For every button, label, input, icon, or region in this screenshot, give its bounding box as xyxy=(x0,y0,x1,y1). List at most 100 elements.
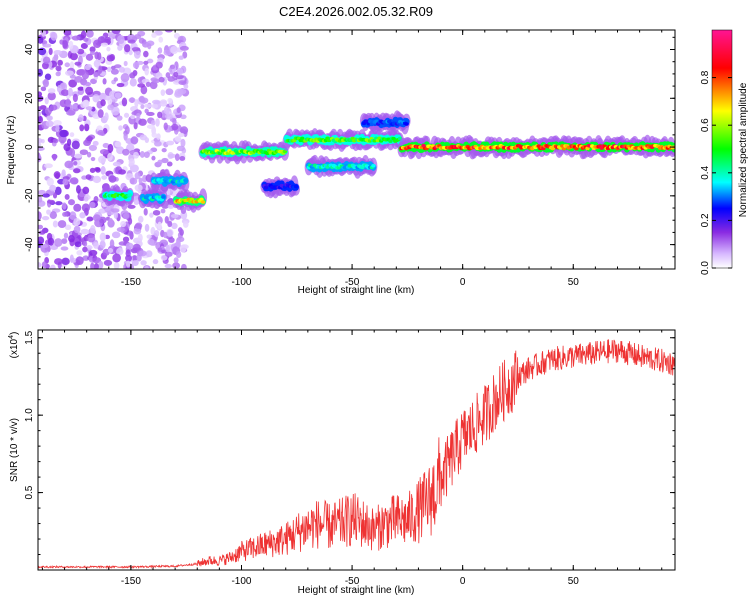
colorbar-tick-label: 0.8 xyxy=(700,70,711,84)
spectrogram-cell xyxy=(86,30,94,38)
spectrogram-cell xyxy=(116,227,125,233)
spectrogram-cell xyxy=(76,48,85,55)
spectrogram-cell xyxy=(102,142,110,149)
spectrogram-cell xyxy=(165,140,175,146)
spectrogram-cell xyxy=(182,220,189,228)
spectrogram-cell xyxy=(85,86,94,95)
spectrogram-cell xyxy=(165,88,174,96)
spectrogram-cell xyxy=(88,144,98,152)
x-tick-label: 50 xyxy=(568,277,580,288)
spectrogram-cell xyxy=(44,97,49,105)
spectrogram-cell xyxy=(92,214,101,222)
spectrogram-cell xyxy=(68,199,76,206)
spectrogram-cell xyxy=(99,208,105,214)
spectrogram-cell xyxy=(161,147,167,153)
spectrogram-cell xyxy=(155,61,163,69)
spectrogram-cell xyxy=(89,51,96,56)
spectrogram-cell xyxy=(38,211,42,221)
spectrogram-cell xyxy=(104,234,110,240)
spectrogram-cell xyxy=(54,186,62,196)
spectrogram-cell xyxy=(133,200,140,206)
spectrogram-cell xyxy=(41,216,50,221)
spectrogram-cell xyxy=(82,81,92,87)
x-tick-label: -50 xyxy=(345,576,360,587)
spectrogram-cell xyxy=(147,43,152,50)
spectrogram-cell xyxy=(144,103,152,108)
spectrogram-cell xyxy=(108,217,114,225)
spectrogram-cell xyxy=(73,153,83,159)
spectrogram-cell xyxy=(176,107,181,114)
spectrogram-cell xyxy=(368,119,373,124)
spectrogram-cell xyxy=(38,146,45,151)
spectrogram-cell xyxy=(161,157,169,164)
spectrogram-image xyxy=(38,30,675,269)
spectrogram-cell xyxy=(114,64,122,69)
snr-y-multiplier: (x104) xyxy=(8,332,20,359)
spectrogram-cell xyxy=(44,163,53,169)
spectrogram-cell xyxy=(125,242,134,249)
spectrogram-cell xyxy=(61,169,66,177)
spectrogram-cell xyxy=(167,153,177,158)
spectrogram-cell xyxy=(97,129,105,136)
spectrogram-cell xyxy=(112,161,122,167)
spectrogram-cell xyxy=(93,262,99,269)
spectrogram-cell xyxy=(94,51,100,60)
x-tick-label: 50 xyxy=(568,576,580,587)
spectrogram-cell xyxy=(125,254,133,262)
spectrogram-cell xyxy=(130,114,136,120)
spectrogram-cell xyxy=(99,240,106,249)
spectrogram-cell xyxy=(92,140,99,146)
spectrogram-cell xyxy=(164,30,173,33)
spectrogram-cell xyxy=(137,83,146,88)
spectrogram-cell xyxy=(68,234,75,243)
spectrogram-cell xyxy=(79,124,85,132)
spectrogram-cell xyxy=(93,71,99,78)
spectrogram-cell xyxy=(38,142,42,147)
y-tick-label: 40 xyxy=(24,44,35,56)
y-tick-label: -20 xyxy=(24,188,35,203)
spectrogram-cell xyxy=(124,125,130,135)
spectrogram-cell xyxy=(157,111,163,119)
spectrogram-cell xyxy=(144,265,149,269)
spectrogram-cell xyxy=(181,263,187,269)
spectrogram-cell xyxy=(107,104,114,111)
spectrogram-cell xyxy=(128,97,136,103)
spectrogram-cell xyxy=(159,100,168,107)
spectrogram-cell xyxy=(178,132,185,138)
spectrogram-cell xyxy=(87,234,96,243)
spectrogram-cell xyxy=(98,155,107,164)
spectrogram-cell xyxy=(106,54,115,62)
figure-title: C2E4.2026.002.05.32.R09 xyxy=(279,4,433,19)
spectrogram-cell xyxy=(173,71,179,78)
spectrogram-cell xyxy=(92,175,102,184)
spectrogram-cell xyxy=(146,234,152,239)
spectrogram-cell xyxy=(63,232,69,239)
snr-series-line xyxy=(38,339,675,570)
snr-x-label: Height of straight line (km) xyxy=(298,585,415,596)
spectrogram-cell xyxy=(67,87,73,97)
spectrogram-cell xyxy=(79,149,89,156)
spectrogram-cell xyxy=(110,208,120,213)
spectrogram-cell xyxy=(38,106,43,111)
spectrogram-cell xyxy=(131,255,138,262)
spectrogram-cell xyxy=(74,241,82,248)
spectrogram-cell xyxy=(64,160,74,169)
spectrogram-cell xyxy=(138,118,147,126)
spectrogram-cell xyxy=(127,193,133,197)
spectrogram-cell xyxy=(106,46,111,52)
spectrogram-cell xyxy=(167,204,175,210)
spectrogram-cell xyxy=(140,97,149,104)
spectrogram-cell xyxy=(69,132,75,138)
spectrogram-cell xyxy=(158,36,164,43)
spectrogram-cell xyxy=(171,222,178,230)
spectrogram-cell xyxy=(99,148,109,155)
spectrogram-cell xyxy=(95,167,101,173)
spectrogram-cell xyxy=(89,167,96,173)
spectrogram-cell xyxy=(38,115,44,124)
spectrogram-cell xyxy=(163,106,170,115)
spectrogram-cell xyxy=(122,148,130,156)
spectrogram-frame xyxy=(37,29,676,270)
spectrogram-cell xyxy=(164,216,169,224)
spectrogram-cell xyxy=(107,143,114,153)
spectrogram-cell xyxy=(89,249,98,256)
